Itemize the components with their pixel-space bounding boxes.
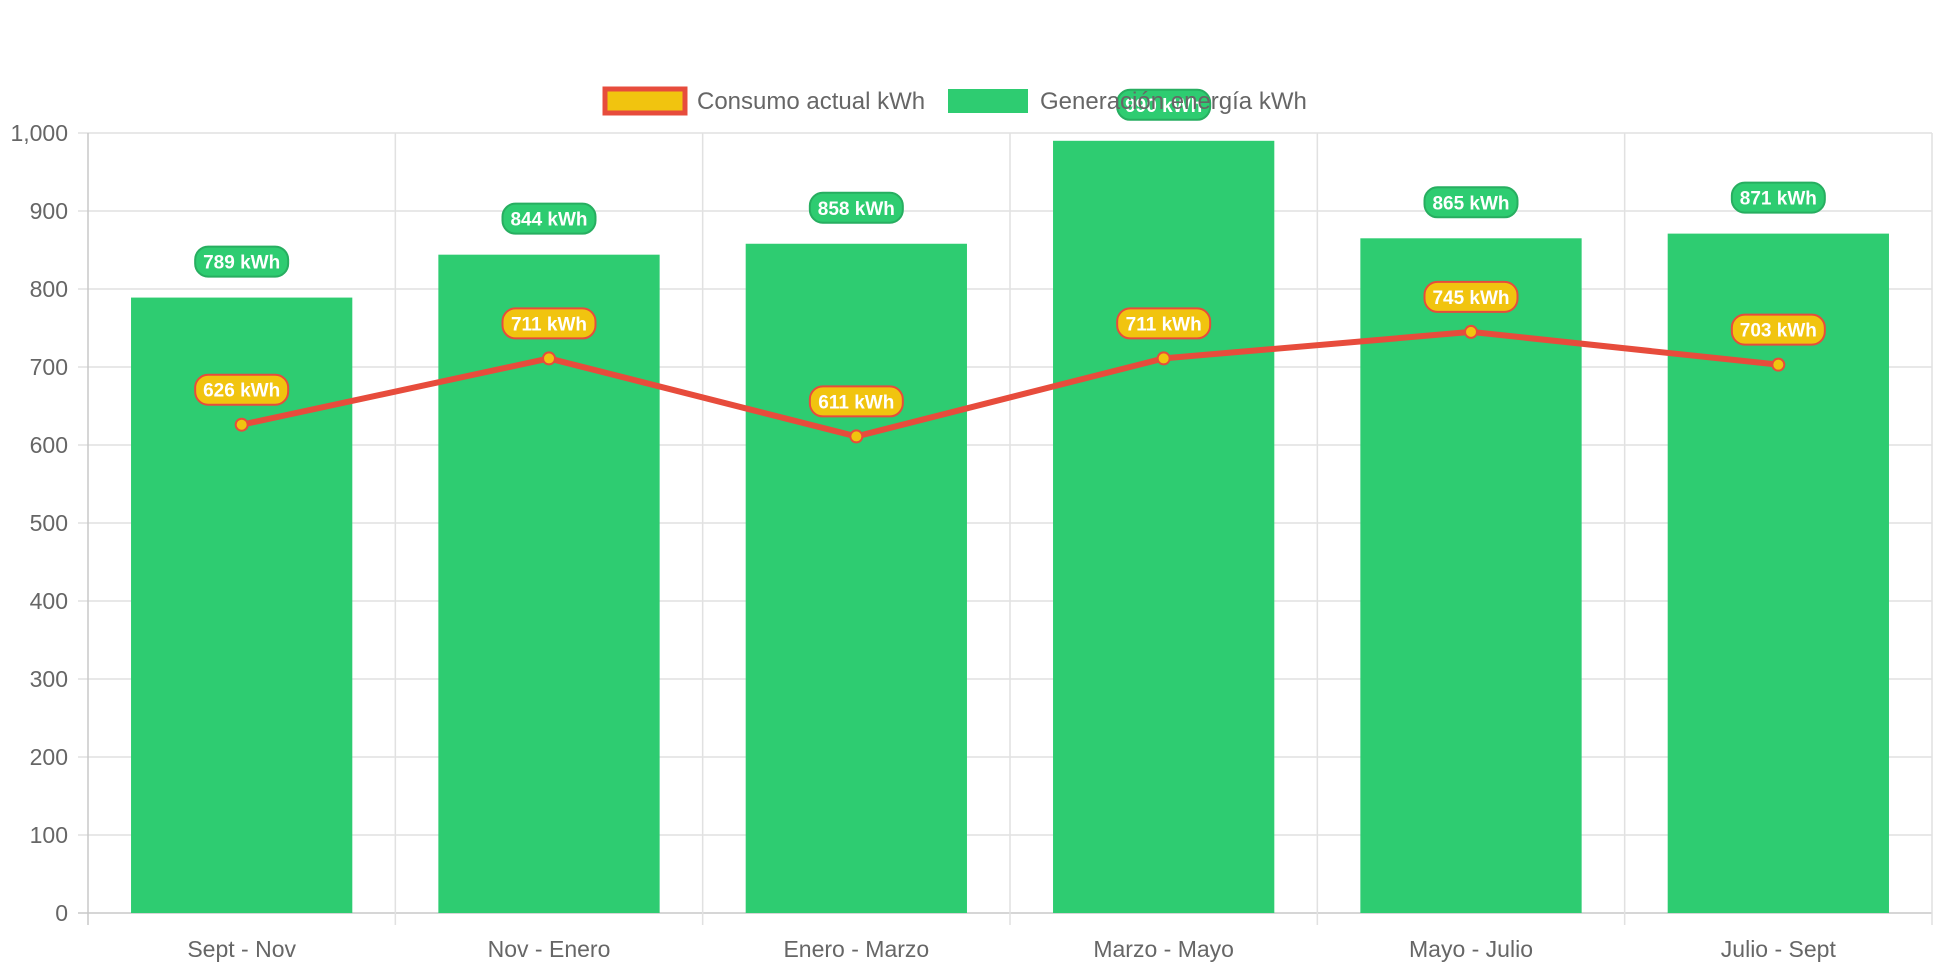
- data-label-generacion: 871 kWh: [1730, 181, 1826, 214]
- data-label-generacion-text: 871 kWh: [1740, 189, 1817, 210]
- data-label-generacion-box: [808, 191, 904, 224]
- data-label-consumo: 745 kWh: [1423, 280, 1519, 313]
- data-label-generacion-text: 858 kWh: [818, 199, 895, 220]
- data-labels: 789 kWh 844 kWh 858 kWh 990 kWh 865 kWh 871 k…: [194, 88, 1826, 418]
- data-label-consumo-text: 626 kWh: [203, 381, 280, 402]
- data-label-generacion: 990 kWh: [1116, 88, 1212, 121]
- data-label-consumo-box: [1116, 307, 1212, 340]
- data-label-generacion-text: 789 kWh: [203, 253, 280, 274]
- data-label-consumo-box: [194, 373, 290, 406]
- data-label-generacion-box: [1423, 186, 1519, 219]
- data-label-consumo-box: [1423, 280, 1519, 313]
- data-label-consumo: 611 kWh: [808, 385, 904, 418]
- bar-generacion[interactable]: [1667, 233, 1889, 913]
- data-label-consumo: 711 kWh: [1116, 307, 1212, 340]
- data-label-consumo: 626 kWh: [194, 373, 290, 406]
- line-series: [234, 324, 1786, 444]
- x-tick-label: Enero - Marzo: [783, 936, 929, 962]
- point-consumo[interactable]: [1464, 324, 1478, 339]
- bar-series: [131, 140, 1889, 914]
- point-consumo[interactable]: [234, 417, 249, 432]
- point-consumo[interactable]: [1156, 351, 1171, 366]
- legend-swatch-generacion: [948, 89, 1028, 113]
- x-tick-label: Nov - Enero: [488, 936, 611, 962]
- point-consumo[interactable]: [542, 351, 556, 366]
- bar-generacion[interactable]: [1360, 238, 1582, 914]
- point-consumo[interactable]: [849, 429, 864, 444]
- data-label-generacion-box: [1116, 88, 1212, 121]
- legend-item-consumo[interactable]: Consumo actual kWh: [602, 86, 925, 116]
- x-tick-label: Marzo - Mayo: [1093, 936, 1234, 962]
- y-tick-label: 100: [30, 822, 68, 848]
- data-label-generacion: 858 kWh: [808, 191, 904, 224]
- legend-label-consumo: Consumo actual kWh: [697, 88, 925, 115]
- data-label-consumo-box: [808, 385, 904, 418]
- data-label-consumo-text: 711 kWh: [511, 314, 587, 335]
- data-label-consumo: 711 kWh: [501, 307, 597, 340]
- data-label-consumo-text: 703 kWh: [1740, 321, 1817, 342]
- data-label-consumo-text: 611 kWh: [818, 392, 894, 413]
- data-label-consumo: 703 kWh: [1730, 313, 1826, 346]
- data-label-consumo-text: 711 kWh: [1126, 314, 1202, 335]
- data-label-generacion: 789 kWh: [194, 245, 290, 278]
- data-label-generacion-box: [1730, 181, 1826, 214]
- data-label-consumo-box: [1730, 313, 1826, 346]
- legend-label-generacion: Generación energía kWh: [1040, 88, 1307, 115]
- axes: 0 100 200 300 400 500 600 700 800 900 1,000 Sept - …: [10, 120, 1836, 962]
- data-label-generacion-box: [501, 202, 597, 235]
- data-label-generacion-text: 990 kWh: [1125, 96, 1202, 117]
- bar-generacion[interactable]: [1053, 140, 1275, 914]
- y-tick-label: 300: [30, 666, 68, 692]
- x-tick-label: Sept - Nov: [187, 936, 296, 962]
- y-tick-label: 400: [30, 588, 68, 614]
- y-tick-label: 500: [30, 510, 68, 536]
- bar-generacion[interactable]: [745, 243, 967, 913]
- data-label-generacion: 865 kWh: [1423, 186, 1519, 219]
- legend-item-generacion[interactable]: Generación energía kWh: [948, 88, 1307, 115]
- y-tick-label: 0: [55, 900, 68, 926]
- x-tick-label: Mayo - Julio: [1409, 936, 1533, 962]
- data-label-consumo-box: [501, 307, 597, 340]
- y-tick-label: 1,000: [10, 120, 68, 146]
- point-consumo[interactable]: [1771, 357, 1786, 372]
- y-tick-label: 600: [30, 432, 68, 458]
- legend: Consumo actual kWh Generación energía kW…: [602, 86, 1307, 116]
- y-tick-label: 800: [30, 276, 68, 302]
- x-tick-label: Julio - Sept: [1721, 936, 1837, 962]
- legend-swatch-consumo: [602, 86, 688, 116]
- data-label-generacion-box: [194, 245, 290, 278]
- y-tick-label: 700: [30, 354, 68, 380]
- y-tick-label: 200: [30, 744, 68, 770]
- line-consumo: [238, 328, 1782, 440]
- y-tick-label: 900: [30, 198, 68, 224]
- data-label-generacion-text: 844 kWh: [510, 210, 587, 231]
- data-label-consumo-text: 745 kWh: [1432, 288, 1509, 309]
- data-label-generacion-text: 865 kWh: [1432, 193, 1509, 214]
- data-label-generacion: 844 kWh: [501, 202, 597, 235]
- grid-lines: [78, 132, 1933, 925]
